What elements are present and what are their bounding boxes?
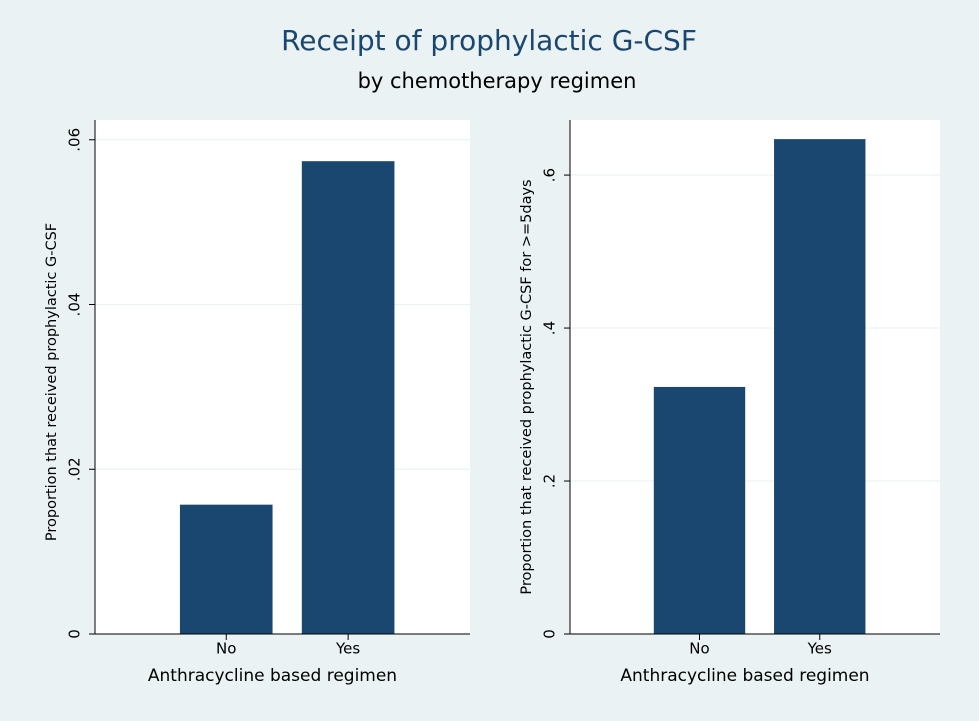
chart-subtitle: by chemotherapy regimen bbox=[358, 69, 637, 93]
y-tick-label: 0 bbox=[66, 629, 84, 639]
y-tick-label: .06 bbox=[66, 128, 84, 152]
y-tick-label: .4 bbox=[541, 321, 559, 335]
y-tick-label: .02 bbox=[66, 457, 84, 481]
bar bbox=[774, 139, 866, 635]
y-tick-label: .6 bbox=[541, 168, 559, 182]
x-tick-label: No bbox=[689, 640, 709, 658]
y-tick-label: 0 bbox=[541, 629, 559, 639]
plot-area bbox=[570, 120, 940, 634]
x-tick-label: No bbox=[216, 640, 236, 658]
x-axis-label: Anthracycline based regimen bbox=[620, 666, 869, 686]
plot-area bbox=[95, 120, 470, 634]
x-axis-label: Anthracycline based regimen bbox=[148, 666, 397, 686]
y-tick-label: .04 bbox=[66, 293, 84, 317]
bar bbox=[301, 161, 395, 634]
bar bbox=[653, 386, 746, 634]
x-tick-label: Yes bbox=[807, 640, 832, 658]
y-tick-label: .2 bbox=[541, 474, 559, 488]
bar bbox=[179, 504, 273, 634]
x-tick-label: Yes bbox=[335, 640, 360, 658]
y-axis-label: Proportion that received prophylactic G-… bbox=[519, 179, 535, 594]
y-axis-label: Proportion that received prophylactic G-… bbox=[44, 223, 60, 541]
chart-title: Receipt of prophylactic G-CSF bbox=[281, 24, 697, 57]
